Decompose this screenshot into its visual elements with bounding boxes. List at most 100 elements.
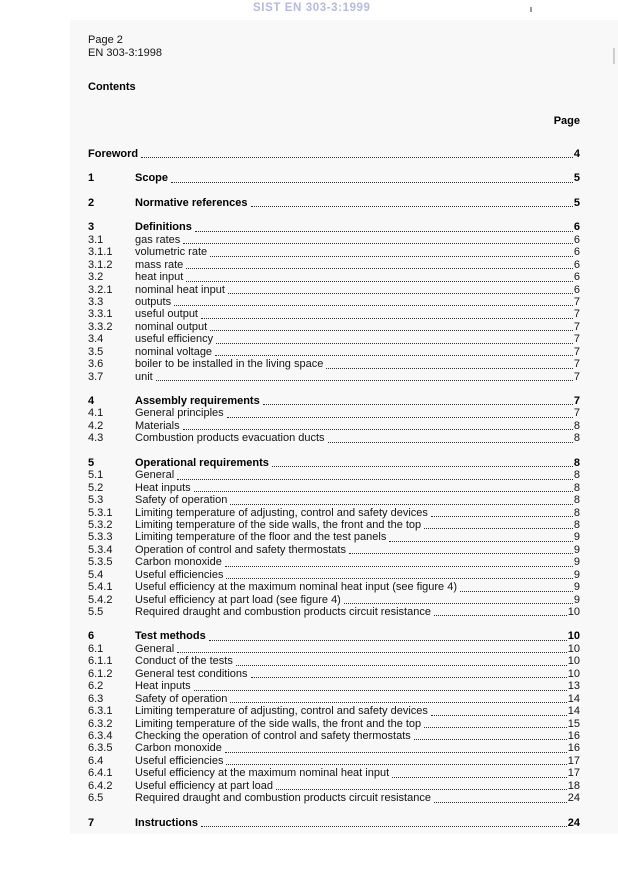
toc-entry-page: 6: [573, 258, 580, 271]
toc-entry-number: 3.1.1: [88, 246, 113, 259]
toc-entry-page: 9: [573, 593, 580, 606]
toc-entry: 1 Scope 5: [88, 172, 580, 184]
toc-entry-title: Materials: [135, 419, 180, 432]
toc-entry-title: Operation of control and safety thermost…: [135, 543, 346, 556]
toc-entry-number: 3.2: [88, 271, 104, 284]
toc-entry-number: 6.3: [88, 692, 104, 705]
toc-leader-dots: [343, 603, 573, 604]
toc-leader-dots: [424, 528, 573, 530]
toc-entry-page: 9: [573, 556, 580, 569]
toc-entry: 6.4.1 Useful efficiency at the maximum no…: [88, 767, 580, 779]
toc-entry-title: Operational requirements: [135, 456, 269, 469]
toc-entry-title: mass rate: [135, 258, 184, 271]
toc-entry-title: nominal output: [135, 320, 208, 333]
toc-entry: 3.1.2 mass rate 6: [88, 259, 580, 271]
toc-leader-dots: [275, 789, 567, 791]
toc-leader-dots: [224, 751, 567, 753]
toc-entry: 3.3.1 useful output 7: [88, 308, 580, 320]
toc-entry: 6 Test methods 10: [88, 630, 580, 642]
toc-entry: 5.4.2 Useful efficiency at part load (see…: [88, 594, 580, 606]
toc-entry-number: 6.5: [88, 792, 104, 805]
toc-entry: 3.2.1 nominal heat input 6: [88, 284, 580, 296]
toc-entry: 3.6 boiler to be installed in the living …: [88, 358, 580, 370]
toc-leader-dots: [230, 702, 567, 704]
toc-entry: 4.2 Materials 8: [88, 420, 580, 432]
toc-leader-dots: [215, 355, 573, 357]
toc-entry: 6.5 Required draught and combustion produ…: [88, 792, 580, 804]
toc-entry: 6.3.5 Carbon monoxide 16: [88, 742, 580, 754]
toc-entry-number: 5.1: [88, 469, 104, 482]
toc-entry: 6.1.2 General test conditions 10: [88, 668, 580, 680]
toc-entry-title: General principles: [135, 407, 224, 420]
scan-artifact-edge: [613, 48, 615, 64]
toc-leader-dots: [327, 441, 573, 443]
toc-entry-title: Useful efficiency at part load: [135, 779, 273, 792]
toc-leader-dots: [430, 515, 573, 517]
toc-entry: 5.5 Required draught and combustion produ…: [88, 606, 580, 618]
toc-leader-dots: [389, 540, 573, 542]
toc-entry-page: 10: [567, 606, 580, 618]
toc-list: Foreword 4 1 Scope 5 2 Normative references 5 3 D…: [88, 148, 580, 829]
toc-leader-dots: [216, 342, 573, 344]
toc-entry-page: 8: [573, 518, 580, 531]
toc-entry-number: 5.4.1: [88, 581, 113, 594]
toc-leader-dots: [433, 801, 567, 803]
toc-entry-page: 7: [573, 320, 580, 333]
toc-entry-page: 8: [573, 494, 580, 507]
toc-entry-page: 7: [573, 333, 580, 346]
toc-entry-page: 7: [573, 358, 580, 371]
toc-entry: 5.2 Heat inputs 8: [88, 482, 580, 494]
document-header: Page 2 EN 303-3:1998: [88, 34, 162, 59]
standard-reference-line: EN 303-3:1998: [88, 46, 162, 59]
toc-entry: 3 Definitions 6: [88, 221, 580, 233]
toc-entry-title: Test methods: [135, 630, 206, 643]
toc-entry-title: unit: [135, 370, 153, 383]
toc-entry-page: 5: [573, 196, 580, 209]
toc-leader-dots: [250, 206, 573, 208]
toc-leader-dots: [348, 553, 573, 555]
toc-entry: 6.3.1 Limiting temperature of adjusting, …: [88, 705, 580, 717]
toc-entry-number: 3.3.2: [88, 320, 113, 333]
toc-entry-number: 3.6: [88, 358, 104, 371]
toc-leader-dots: [433, 615, 567, 617]
toc-entry-page: 4: [573, 148, 580, 160]
toc-entry-number: 5.3.5: [88, 556, 113, 569]
toc-leader-dots: [224, 565, 573, 567]
toc-leader-dots: [424, 726, 567, 728]
toc-entry-number: 5.2: [88, 481, 104, 494]
toc-entry-title: outputs: [135, 295, 172, 308]
toc-entry-title: Heat inputs: [135, 481, 191, 494]
toc-entry-page: 16: [567, 729, 580, 742]
toc-leader-dots: [141, 157, 573, 159]
toc-entry-page: 5: [573, 172, 580, 185]
toc-entry-title: Normative references: [135, 196, 248, 209]
toc-entry-page: 7: [573, 395, 580, 407]
toc-entry: 2 Normative references 5: [88, 197, 580, 209]
toc-entry-title: Scope: [135, 172, 169, 185]
toc-leader-dots: [182, 429, 573, 431]
toc-entry-number: 4: [88, 395, 95, 407]
toc-leader-dots: [193, 491, 573, 493]
toc-entry: 4.3 Combustion products evacuation ducts 8: [88, 432, 580, 444]
toc-entry-page: 14: [567, 692, 580, 705]
toc-entry-number: 5.3.2: [88, 518, 113, 531]
toc-entry-page: 7: [573, 370, 580, 383]
scan-artifact-speck: [530, 7, 532, 12]
toc-entry-title: volumetric rate: [135, 246, 208, 259]
toc-entry-title: Conduct of the tests: [135, 655, 233, 668]
toc-entry-page: 6: [573, 246, 580, 259]
toc-entry-title: Heat inputs: [135, 680, 191, 693]
toc-entry-page: 9: [573, 543, 580, 556]
toc-entry-title: General: [135, 469, 175, 482]
toc-leader-dots: [186, 280, 573, 282]
toc-entry-number: 3.1.2: [88, 258, 113, 271]
toc-entry-title: Checking the operation of control and sa…: [135, 729, 411, 742]
toc-entry-title: Combustion products evacuation ducts: [135, 432, 325, 445]
toc-leader-dots: [155, 380, 573, 381]
toc-entry: 5.1 General 8: [88, 469, 580, 481]
toc-entry-page: 8: [573, 481, 580, 494]
toc-leader-dots: [262, 404, 573, 406]
toc-entry-number: 6: [88, 630, 95, 643]
toc-leader-dots: [413, 739, 567, 741]
toc-entry-title: nominal voltage: [135, 345, 213, 358]
